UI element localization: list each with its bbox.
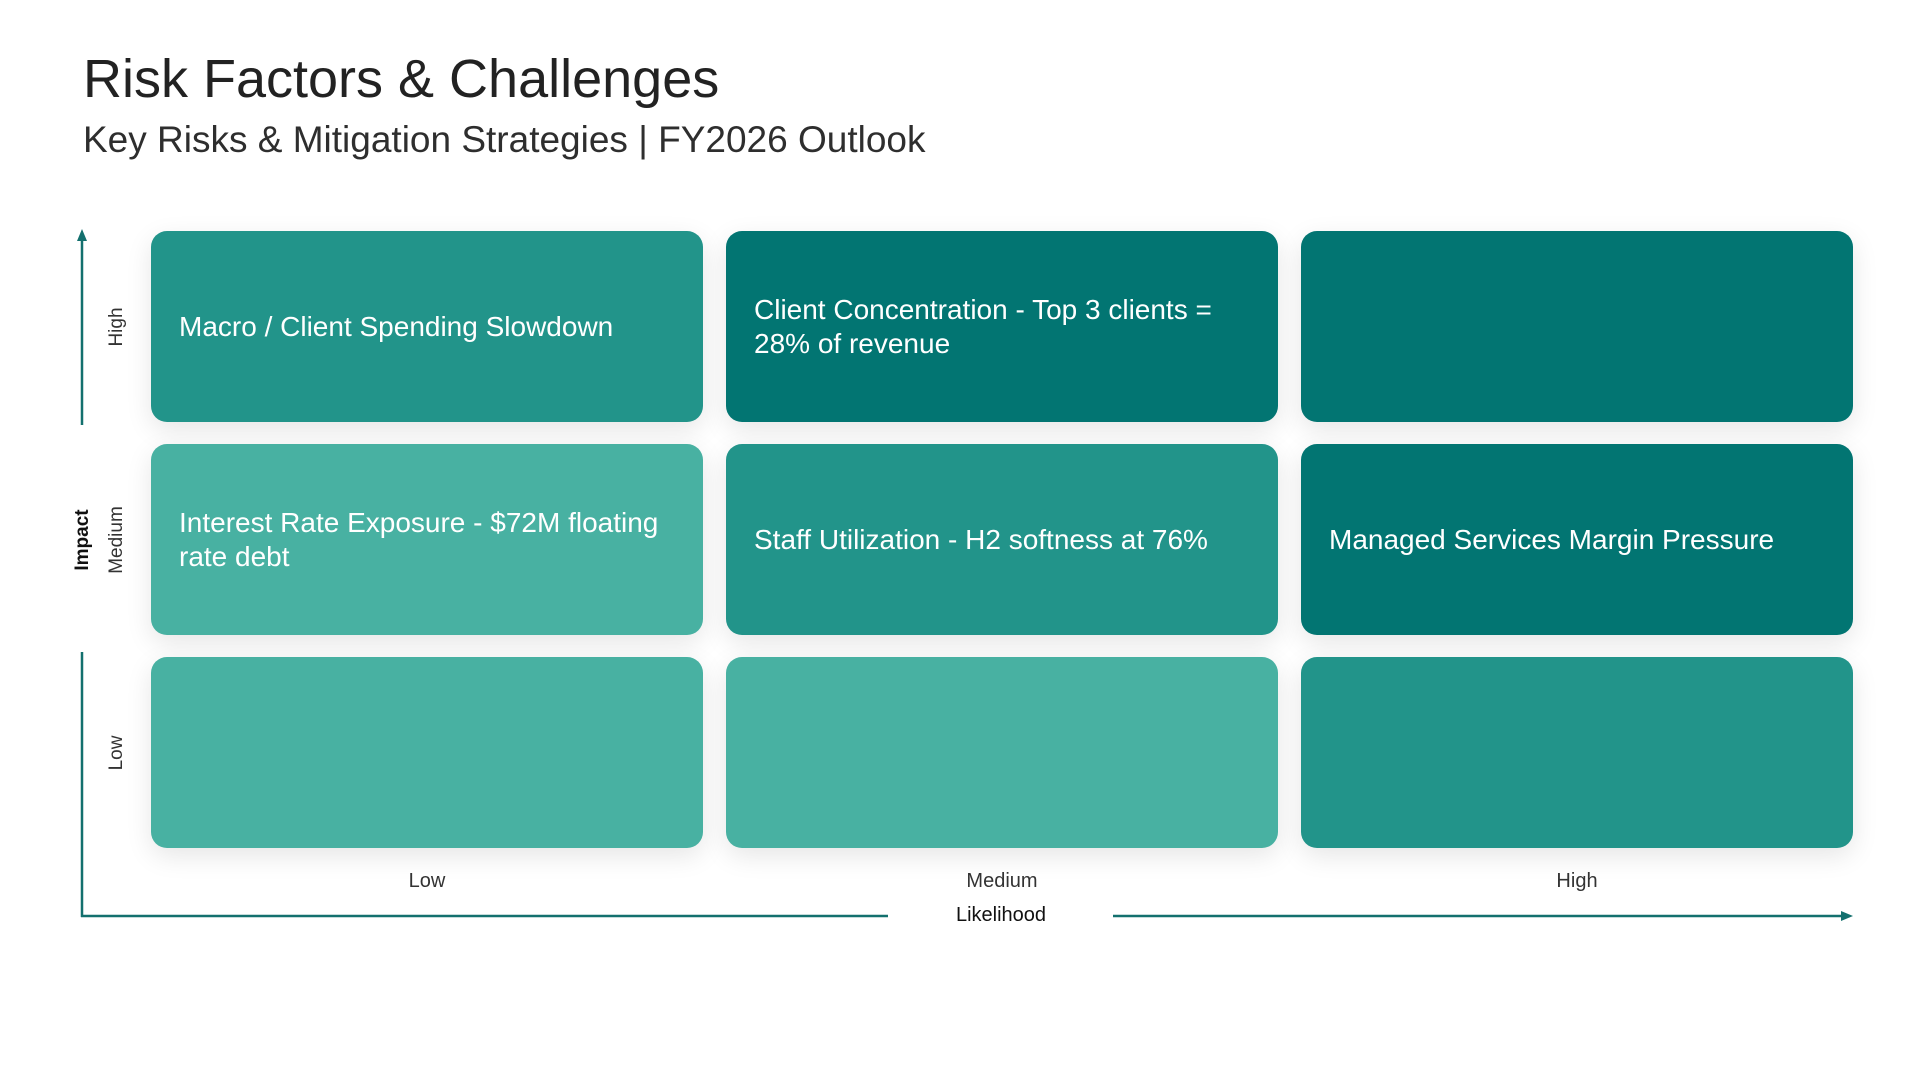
x-level-label-medium: Medium bbox=[966, 870, 1038, 892]
risk-label: Interest Rate Exposure - $72M floating r… bbox=[179, 506, 659, 572]
risk-cell-low-impact-low-likelihood bbox=[151, 657, 703, 848]
risk-cell-medium-impact-low-likelihood: Interest Rate Exposure - $72M floating r… bbox=[151, 444, 703, 635]
risk-label: Client Concentration - Top 3 clients = 2… bbox=[754, 293, 1212, 359]
x-level-label-low: Low bbox=[408, 870, 446, 892]
risk-cell-medium-impact-high-likelihood: Managed Services Margin Pressure bbox=[1301, 444, 1853, 635]
x-level-label-high: High bbox=[1556, 870, 1598, 892]
page-title: Risk Factors & Challenges bbox=[83, 49, 720, 109]
y-axis-title: Impact bbox=[72, 509, 93, 571]
risk-cell-low-impact-medium-likelihood bbox=[726, 657, 1278, 848]
y-level-label-medium: Medium bbox=[106, 506, 127, 574]
page-subtitle: Key Risks & Mitigation Strategies | FY20… bbox=[83, 119, 926, 160]
y-axis-arrowhead bbox=[77, 229, 87, 241]
risk-cell-low-impact-high-likelihood bbox=[1301, 657, 1853, 848]
risk-cell-high-impact-high-likelihood bbox=[1301, 231, 1853, 422]
y-level-label-high: High bbox=[106, 307, 127, 347]
x-axis-arrowhead bbox=[1841, 911, 1853, 921]
risk-cell-medium-impact-medium-likelihood: Staff Utilization - H2 softness at 76% bbox=[726, 444, 1278, 635]
y-level-label-low: Low bbox=[106, 735, 127, 771]
risk-label: Macro / Client Spending Slowdown bbox=[179, 310, 614, 342]
risk-label: Staff Utilization - H2 softness at 76% bbox=[754, 523, 1208, 555]
risk-cell-high-impact-medium-likelihood: Client Concentration - Top 3 clients = 2… bbox=[726, 231, 1278, 422]
x-axis-title: Likelihood bbox=[955, 904, 1047, 926]
risk-cell-high-impact-low-likelihood: Macro / Client Spending Slowdown bbox=[151, 231, 703, 422]
risk-label: Managed Services Margin Pressure bbox=[1329, 523, 1775, 555]
